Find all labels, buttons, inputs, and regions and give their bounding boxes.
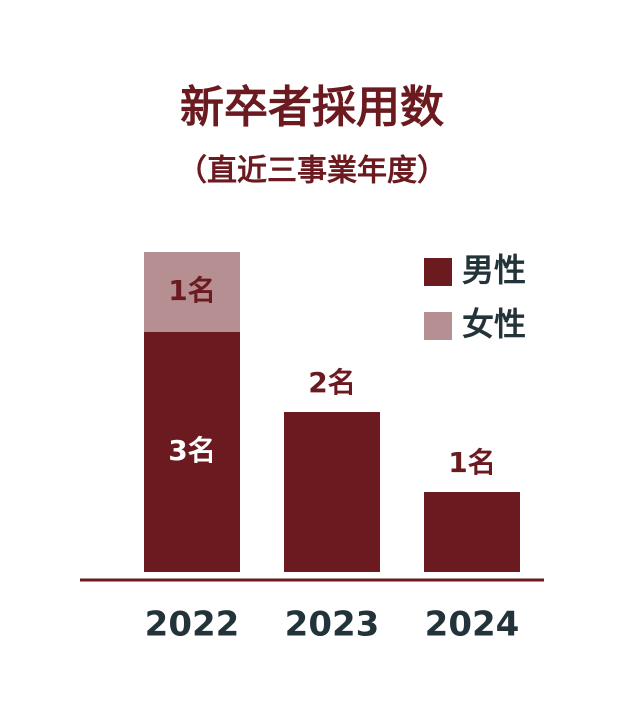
chart-title: 新卒者採用数 (180, 82, 444, 133)
legend-swatch (424, 312, 452, 340)
x-tick-label: 2024 (425, 605, 520, 645)
bar-segment (284, 412, 380, 572)
bar-segment (144, 332, 240, 572)
chart-subtitle: （直近三事業年度） (177, 154, 447, 189)
x-tick-label: 2023 (285, 605, 380, 645)
legend-label: 男性 (462, 251, 526, 289)
data-label: 2名 (308, 366, 355, 399)
legend-label: 女性 (462, 305, 526, 343)
data-label: 3名 (168, 434, 215, 467)
x-tick-label: 2022 (145, 605, 240, 645)
bar-segment (424, 492, 520, 572)
legend-swatch (424, 258, 452, 286)
data-label: 1名 (168, 274, 215, 307)
data-label: 1名 (448, 446, 495, 479)
bar-segment (144, 252, 240, 332)
